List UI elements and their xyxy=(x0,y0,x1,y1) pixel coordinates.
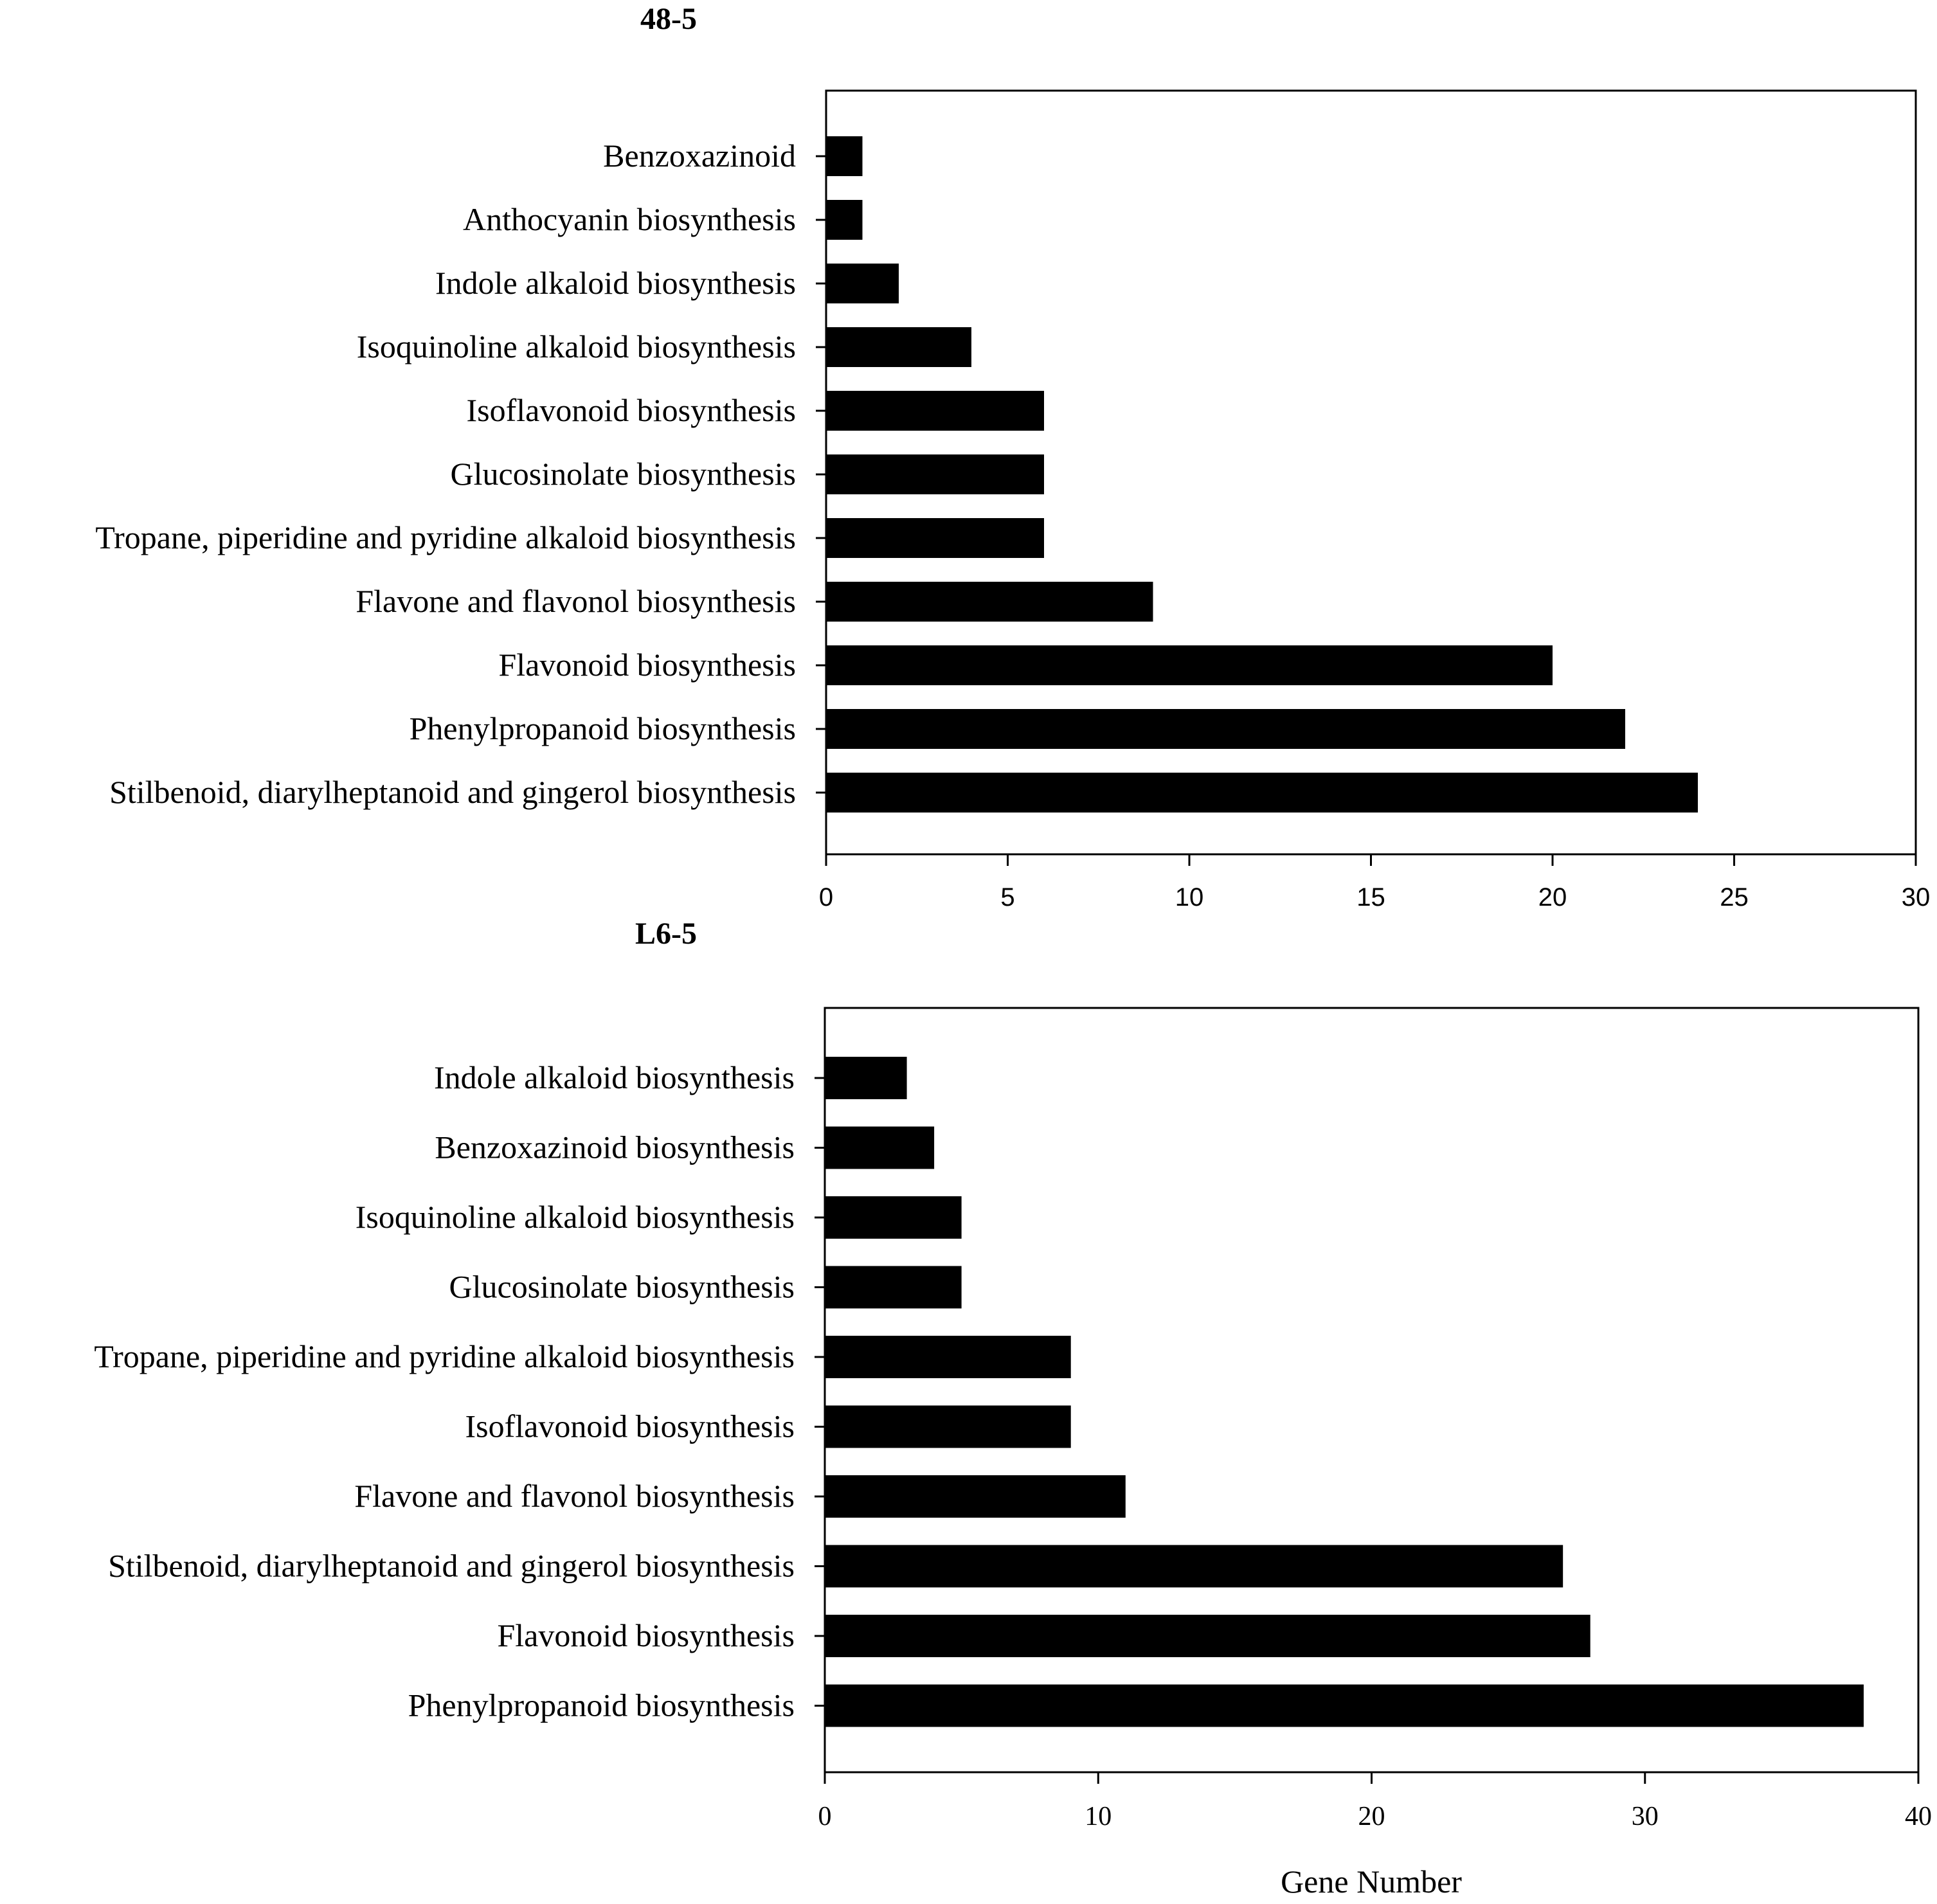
chart-48-5: 48-5 Benzoxazinoid Anthocyanin biosynthesi… xyxy=(95,2,1930,912)
bar xyxy=(826,518,1044,558)
category-label: Benzoxazinoid biosynthesis xyxy=(435,1129,795,1165)
bar xyxy=(826,136,863,176)
bar xyxy=(825,1336,1071,1378)
x-tick-label: 25 xyxy=(1720,883,1749,912)
bar xyxy=(826,327,971,367)
category-label: Glucosinolate biosynthesis xyxy=(451,456,796,492)
category-label: Phenylpropanoid biosynthesis xyxy=(410,710,796,746)
category-label: Indole alkaloid biosynthesis xyxy=(434,1059,795,1095)
bar xyxy=(825,1684,1864,1727)
category-label: Flavonoid biosynthesis xyxy=(497,1617,795,1653)
bar xyxy=(825,1266,962,1309)
bar xyxy=(826,391,1044,431)
bar xyxy=(825,1057,907,1099)
bar xyxy=(826,454,1044,494)
x-tick-label: 15 xyxy=(1356,883,1385,912)
plot-frame xyxy=(824,1007,1920,1774)
category-label: Benzoxazinoid xyxy=(603,138,796,174)
x-tick-label: 20 xyxy=(1358,1802,1385,1831)
bar xyxy=(826,645,1553,685)
category-label: Isoquinoline alkaloid biosynthesis xyxy=(356,1199,795,1235)
bar xyxy=(825,1405,1071,1448)
x-tick-label: 10 xyxy=(1175,883,1204,912)
bar xyxy=(826,773,1698,813)
category-label: Tropane, piperidine and pyridine alkaloi… xyxy=(95,519,796,555)
category-label: Stilbenoid, diarylheptanoid and gingerol… xyxy=(109,774,796,810)
chart-title: L6-5 xyxy=(635,917,697,951)
category-label: Isoquinoline alkaloid biosynthesis xyxy=(357,328,796,364)
category-label: Flavone and flavonol biosynthesis xyxy=(356,583,796,619)
x-tick-label: 5 xyxy=(1000,883,1014,912)
bar xyxy=(826,264,899,303)
chart-title: 48-5 xyxy=(640,2,697,36)
category-label: Glucosinolate biosynthesis xyxy=(449,1269,795,1305)
category-label: Anthocyanin biosynthesis xyxy=(463,201,796,237)
x-tick-label: 20 xyxy=(1538,883,1567,912)
x-tick-label: 40 xyxy=(1905,1802,1932,1831)
chart-L6-5: L6-5 Indole alkaloid biosynthesis Benzoxaz… xyxy=(94,917,1932,1900)
x-tick-label: 10 xyxy=(1085,1802,1112,1831)
category-label: Stilbenoid, diarylheptanoid and gingerol… xyxy=(108,1548,795,1584)
x-tick-label: 30 xyxy=(1632,1802,1659,1831)
category-label: Isoflavonoid biosynthesis xyxy=(465,1408,795,1444)
x-tick-label: 0 xyxy=(819,883,833,912)
bar xyxy=(826,709,1625,749)
bar xyxy=(826,582,1153,622)
x-axis-label: Gene Number xyxy=(1281,1864,1462,1900)
bar xyxy=(825,1196,962,1239)
bar xyxy=(825,1126,935,1169)
category-label: Flavone and flavonol biosynthesis xyxy=(354,1478,795,1514)
bar xyxy=(825,1475,1126,1518)
x-tick-label: 0 xyxy=(818,1802,832,1831)
bar xyxy=(825,1545,1563,1588)
category-label: Isoflavonoid biosynthesis xyxy=(467,392,796,428)
bar xyxy=(826,200,863,240)
category-label: Flavonoid biosynthesis xyxy=(498,647,796,683)
category-label: Tropane, piperidine and pyridine alkaloi… xyxy=(94,1338,795,1374)
category-label: Indole alkaloid biosynthesis xyxy=(435,265,796,301)
category-label: Phenylpropanoid biosynthesis xyxy=(408,1687,795,1723)
bar xyxy=(825,1615,1590,1657)
x-tick-label: 30 xyxy=(1902,883,1931,912)
